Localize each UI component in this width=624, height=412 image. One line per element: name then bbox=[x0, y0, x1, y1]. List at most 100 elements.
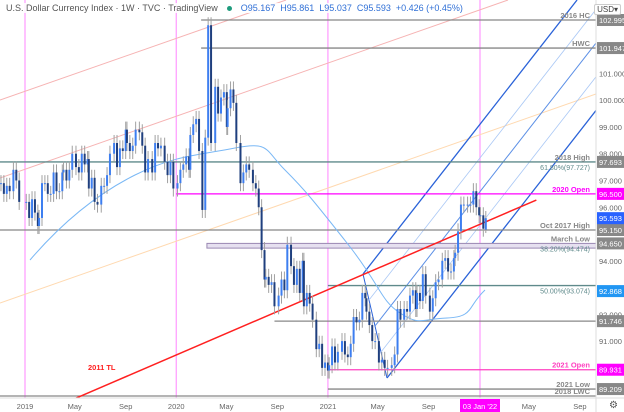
upper-channel-line bbox=[0, 0, 287, 101]
candle-body bbox=[302, 260, 305, 307]
candle-body bbox=[182, 164, 185, 170]
price-tag: 102.995 bbox=[599, 16, 624, 25]
candle-body bbox=[40, 183, 43, 218]
candle-body bbox=[31, 199, 34, 218]
candle-body bbox=[217, 86, 220, 114]
currency-dropdown[interactable]: USD▾ bbox=[594, 4, 621, 15]
candle-body bbox=[469, 204, 472, 206]
price-axis bbox=[596, 0, 624, 412]
candle-body bbox=[33, 199, 36, 213]
candle-body bbox=[343, 341, 346, 355]
candle-body bbox=[192, 124, 195, 135]
candle-body bbox=[0, 183, 2, 185]
candle-body bbox=[333, 346, 336, 363]
candle-body bbox=[166, 161, 169, 176]
candle-body bbox=[80, 153, 83, 173]
candle-body bbox=[100, 185, 103, 205]
candle-body bbox=[134, 129, 137, 146]
candle-body bbox=[185, 156, 188, 165]
candle-body bbox=[479, 215, 482, 217]
candle-body bbox=[8, 185, 11, 192]
candle-body bbox=[318, 343, 321, 350]
candle-body bbox=[341, 341, 344, 352]
candle-body bbox=[364, 292, 367, 299]
candle-body bbox=[380, 359, 383, 363]
price-tag: 95.593 bbox=[599, 214, 622, 223]
candle-body bbox=[144, 145, 147, 173]
price-tag: 101.947 bbox=[599, 44, 624, 53]
candle-body bbox=[242, 172, 245, 184]
candle-body bbox=[290, 244, 293, 267]
candle-body bbox=[374, 341, 377, 343]
candle-body bbox=[179, 169, 182, 184]
current-date-marker bbox=[460, 399, 500, 412]
price-tag: 94.650 bbox=[599, 239, 622, 248]
price-tag: 96.500 bbox=[599, 190, 622, 199]
candle-body bbox=[428, 295, 431, 312]
price-tick: 99.000 bbox=[599, 123, 622, 132]
price-tag: 89.931 bbox=[599, 366, 622, 375]
candle-body bbox=[301, 260, 304, 293]
candle-body bbox=[239, 143, 242, 184]
price-tag-box bbox=[597, 383, 624, 396]
candle-body bbox=[103, 185, 106, 187]
price-tag-box bbox=[597, 285, 624, 298]
candle-body bbox=[457, 231, 460, 253]
candle-body bbox=[396, 308, 399, 355]
price-tag: 92.868 bbox=[599, 287, 622, 296]
candle-body bbox=[25, 201, 28, 203]
candle-body bbox=[220, 97, 223, 114]
time-tick: Sep bbox=[573, 402, 586, 411]
candle-body bbox=[264, 276, 267, 280]
gear-icon[interactable]: ⚙ bbox=[609, 400, 618, 411]
candle-body bbox=[207, 25, 210, 138]
candle-body bbox=[403, 308, 406, 320]
price-tag-box bbox=[597, 237, 624, 250]
candle-body bbox=[298, 268, 301, 293]
candle-body bbox=[159, 145, 162, 149]
candle-body bbox=[277, 295, 280, 307]
candle-body bbox=[449, 271, 452, 273]
level-label: 2018 LWC bbox=[555, 387, 591, 396]
price-tag-box bbox=[597, 224, 624, 237]
candle-body bbox=[124, 129, 127, 152]
candle-body bbox=[305, 292, 308, 307]
candle-body bbox=[406, 308, 409, 312]
time-tick: May bbox=[371, 402, 385, 411]
trendline-2011 bbox=[74, 199, 537, 398]
candle-body bbox=[226, 108, 229, 127]
ohlc-change: +0.426 (+0.45%) bbox=[395, 3, 463, 13]
candle-body bbox=[214, 86, 217, 144]
price-tag: 95.150 bbox=[599, 226, 622, 235]
candle-body bbox=[83, 153, 86, 165]
candle-body bbox=[210, 25, 213, 144]
price-tag-box bbox=[597, 155, 624, 168]
candle-body bbox=[55, 172, 58, 192]
candle-body bbox=[273, 282, 276, 307]
candle-body bbox=[472, 191, 475, 205]
candle-body bbox=[46, 183, 49, 194]
fib-label: 61.80%(97.727) bbox=[540, 165, 590, 172]
candle-body bbox=[280, 279, 283, 296]
march-low-zone bbox=[206, 242, 596, 249]
price-tag: 97.693 bbox=[599, 158, 622, 167]
candle-body bbox=[260, 207, 263, 251]
candle-body bbox=[377, 341, 380, 363]
candle-body bbox=[437, 279, 440, 283]
time-tick: May bbox=[522, 402, 536, 411]
time-tick: Sep bbox=[119, 402, 132, 411]
candle-body bbox=[65, 169, 68, 181]
candle-body bbox=[28, 201, 31, 218]
candle-body bbox=[198, 118, 201, 152]
candle-body bbox=[459, 204, 462, 232]
symbol-title: U.S. Dollar Currency Index · 1W · TVC · … bbox=[6, 3, 218, 13]
candle-body bbox=[355, 317, 358, 323]
candle-body bbox=[447, 258, 450, 272]
candle-body bbox=[416, 292, 419, 309]
candle-body bbox=[283, 279, 286, 291]
level-label: HWC bbox=[572, 39, 590, 48]
candle-body bbox=[257, 188, 260, 208]
price-tick: 92.000 bbox=[599, 310, 622, 319]
